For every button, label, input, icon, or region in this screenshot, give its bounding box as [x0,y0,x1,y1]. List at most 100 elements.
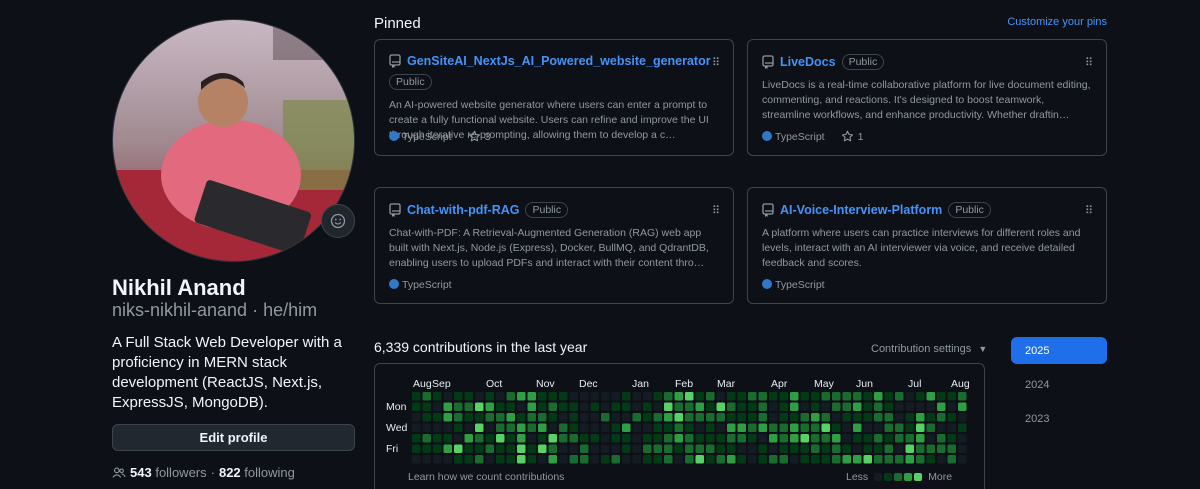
contribution-day[interactable] [706,444,715,454]
contribution-day[interactable] [916,455,925,464]
contribution-day[interactable] [485,402,495,412]
contribution-day[interactable] [863,455,873,464]
year-button-2024[interactable]: 2024 [1025,378,1050,391]
contribution-day[interactable] [664,434,673,443]
contribution-day[interactable] [559,434,568,443]
contribution-day[interactable] [622,423,631,433]
contribution-day[interactable] [496,392,505,401]
contribution-day[interactable] [758,455,768,464]
contribution-day[interactable] [653,423,663,433]
contribution-day[interactable] [527,423,537,433]
contribution-day[interactable] [527,434,537,443]
contribution-day[interactable] [559,392,568,401]
contribution-day[interactable] [496,455,505,464]
contribution-day[interactable] [517,455,526,464]
contribution-day[interactable] [422,392,432,401]
contribution-day[interactable] [884,423,894,433]
contribution-day[interactable] [412,392,421,401]
contribution-day[interactable] [527,392,537,401]
contribution-day[interactable] [527,413,537,422]
contribution-day[interactable] [800,413,810,422]
contribution-day[interactable] [548,444,558,454]
contribution-day[interactable] [874,455,883,464]
contribution-day[interactable] [758,413,768,422]
contribution-day[interactable] [517,413,526,422]
contribution-day[interactable] [916,444,925,454]
contribution-day[interactable] [737,423,747,433]
contribution-day[interactable] [926,402,936,412]
contribution-day[interactable] [622,434,631,443]
contribution-day[interactable] [769,392,778,401]
contribution-day[interactable] [412,444,421,454]
contribution-day[interactable] [842,392,852,401]
contribution-day[interactable] [863,413,873,422]
contribution-day[interactable] [937,423,946,433]
contribution-day[interactable] [485,434,495,443]
contribution-day[interactable] [538,402,547,412]
contribution-day[interactable] [412,413,421,422]
contribution-day[interactable] [548,434,558,443]
repo-stars-link[interactable]: 1 [841,130,863,143]
contribution-day[interactable] [884,402,894,412]
contribution-day[interactable] [737,455,747,464]
contribution-day[interactable] [538,423,547,433]
contribution-day[interactable] [569,413,579,422]
contribution-day[interactable] [863,444,873,454]
contribution-day[interactable] [916,434,925,443]
contribution-day[interactable] [443,402,453,412]
contribution-day[interactable] [674,402,684,412]
contribution-day[interactable] [832,423,841,433]
contribution-day[interactable] [569,444,579,454]
contribution-day[interactable] [475,423,484,433]
contribution-day[interactable] [569,402,579,412]
contribution-day[interactable] [674,413,684,422]
contribution-day[interactable] [632,434,642,443]
contribution-day[interactable] [643,413,652,422]
contribution-day[interactable] [559,444,568,454]
contribution-day[interactable] [748,392,757,401]
contribution-day[interactable] [706,423,715,433]
contribution-day[interactable] [664,455,673,464]
contribution-day[interactable] [538,413,547,422]
contribution-day[interactable] [832,402,841,412]
contribution-day[interactable] [422,444,432,454]
contribution-day[interactable] [884,434,894,443]
year-button-2023[interactable]: 2023 [1025,412,1050,425]
contribution-day[interactable] [685,392,694,401]
contribution-day[interactable] [937,413,946,422]
contribution-day[interactable] [548,402,558,412]
contribution-day[interactable] [905,392,915,401]
contribution-day[interactable] [643,455,652,464]
contribution-day[interactable] [653,413,663,422]
contribution-day[interactable] [916,413,925,422]
contribution-day[interactable] [611,423,621,433]
contribution-day[interactable] [569,455,579,464]
contribution-day[interactable] [464,444,474,454]
contribution-day[interactable] [590,402,600,412]
contribution-day[interactable] [527,455,537,464]
contribution-day[interactable] [821,423,831,433]
contribution-day[interactable] [485,455,495,464]
contribution-day[interactable] [590,434,600,443]
contribution-day[interactable] [580,392,589,401]
contribution-day[interactable] [716,413,726,422]
contribution-day[interactable] [800,444,810,454]
contribution-day[interactable] [422,434,432,443]
contribution-day[interactable] [569,423,579,433]
contribution-day[interactable] [601,423,610,433]
contribution-day[interactable] [632,423,642,433]
contribution-day[interactable] [538,444,547,454]
contribution-day[interactable] [748,444,757,454]
contribution-day[interactable] [464,423,474,433]
contribution-settings-dropdown[interactable]: Contribution settings ▼ [871,343,987,355]
contribution-day[interactable] [464,455,474,464]
contribution-day[interactable] [926,413,936,422]
contribution-day[interactable] [412,402,421,412]
contribution-day[interactable] [853,455,862,464]
contribution-day[interactable] [821,413,831,422]
contribution-day[interactable] [695,444,705,454]
contribution-day[interactable] [842,455,852,464]
contribution-day[interactable] [947,402,957,412]
grabber-icon[interactable]: ⠿ [711,57,720,69]
contribution-day[interactable] [506,434,516,443]
